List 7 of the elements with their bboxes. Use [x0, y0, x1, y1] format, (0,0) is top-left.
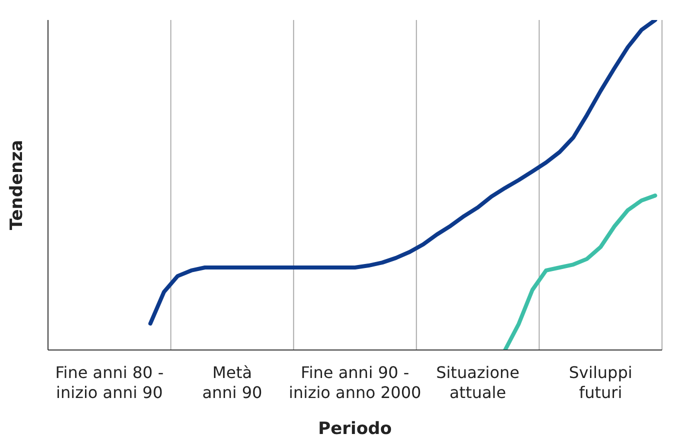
x-tick-label: Situazione attuale [436, 363, 520, 402]
x-tick-label: Metà anni 90 [202, 363, 262, 402]
x-tick-label: Sviluppi futuri [568, 363, 632, 402]
x-tick-label: Fine anni 90 - inizio anno 2000 [288, 363, 422, 402]
y-axis-title: Tendenza [7, 140, 28, 230]
x-tick-label: Fine anni 80 - inizio anni 90 [55, 363, 164, 402]
x-axis-title: Periodo [318, 419, 392, 439]
